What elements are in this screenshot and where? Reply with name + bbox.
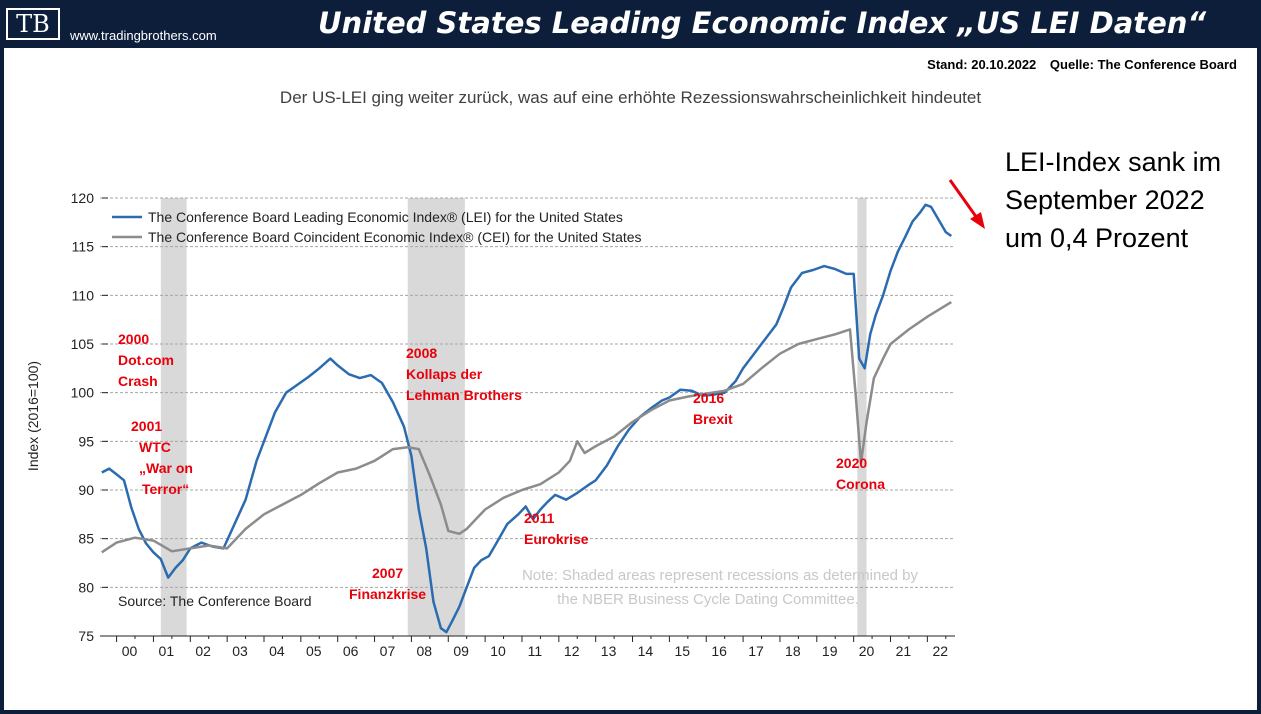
annotation-4-line-1: 2007 <box>372 565 403 581</box>
y-tick-label-120: 120 <box>71 190 95 206</box>
callout-line-2: September 2022 <box>1005 185 1205 215</box>
annotation-4: 2007 Finanzkrise <box>349 565 426 602</box>
chart-note-line-1: Note: Shaded areas represent recessions … <box>522 567 919 584</box>
callout-line-1: LEI-Index sank im <box>1005 147 1221 177</box>
annotation-2-line-4: Terror“ <box>142 481 189 497</box>
source-info: Quelle: The Conference Board <box>1049 57 1237 72</box>
annotation-6-line-1: 2016 <box>693 390 724 406</box>
annotation-7: 2020 Corona <box>836 455 885 492</box>
lei-series-line <box>101 203 953 634</box>
x-tick-label-03: 03 <box>232 643 248 659</box>
annotation-1-line-3: Crash <box>118 373 158 389</box>
x-tick-label-07: 07 <box>380 643 396 659</box>
recession-shading <box>160 198 867 636</box>
x-tick-label-22: 22 <box>932 643 948 659</box>
y-tick-label-95: 95 <box>78 433 94 449</box>
x-tick-label-04: 04 <box>269 643 285 659</box>
logo: TB <box>6 8 60 40</box>
x-tick-label-02: 02 <box>195 643 211 659</box>
annotation-2: 2001 WTC „War on Terror“ <box>131 418 193 497</box>
chart-legend: The Conference Board Leading Economic In… <box>112 209 642 245</box>
x-tick-label-11: 11 <box>528 643 543 659</box>
annotation-1-line-1: 2000 <box>118 331 149 347</box>
x-tick-label-16: 16 <box>711 643 727 659</box>
x-tick-label-15: 15 <box>674 643 690 659</box>
callout-arrow-head <box>970 212 985 229</box>
annotation-5: 2011 Eurokrise <box>524 510 589 547</box>
y-tick-label-85: 85 <box>78 531 94 547</box>
annotation-3-line-1: 2008 <box>406 345 437 361</box>
annotation-5-line-2: Eurokrise <box>524 531 589 547</box>
cei-series-line <box>101 301 952 554</box>
callout-line-3: um 0,4 Prozent <box>1005 223 1189 253</box>
callout-arrow <box>948 179 979 219</box>
annotation-2-line-2: WTC <box>139 439 171 455</box>
x-tick-label-06: 06 <box>343 643 359 659</box>
website-link[interactable]: www.tradingbrothers.com <box>70 28 217 43</box>
header-bar: TB www.tradingbrothers.com United States… <box>0 0 1261 48</box>
recession-band-1 <box>160 198 187 636</box>
y-tick-label-80: 80 <box>78 579 94 595</box>
stand-date: Stand: 20.10.2022 <box>927 57 1037 72</box>
annotation-7-line-1: 2020 <box>836 455 867 471</box>
x-tick-label-09: 09 <box>453 643 469 659</box>
annotation-7-line-2: Corona <box>836 476 885 492</box>
chart-source: Source: The Conference Board <box>118 593 312 609</box>
annotation-3-line-2: Kollaps der <box>406 366 483 382</box>
legend-entry-lei: The Conference Board Leading Economic In… <box>148 209 623 225</box>
x-tick-label-18: 18 <box>785 643 801 659</box>
legend-entry-cei: The Conference Board Coincident Economic… <box>148 229 642 245</box>
x-tick-label-10: 10 <box>490 643 506 659</box>
x-tick-label-19: 19 <box>822 643 838 659</box>
annotation-3-line-3: Lehman Brothers <box>406 387 522 403</box>
x-tick-label-13: 13 <box>601 643 617 659</box>
series-lines <box>101 203 953 634</box>
x-tick-label-00: 00 <box>122 643 138 659</box>
x-tick-label-21: 21 <box>896 643 912 659</box>
annotation-6: 2016 Brexit <box>693 390 733 427</box>
annotation-5-line-1: 2011 <box>524 510 555 526</box>
y-tick-label-75: 75 <box>78 628 94 644</box>
annotation-2-line-1: 2001 <box>131 418 162 434</box>
callout: LEI-Index sank im September 2022 um 0,4 … <box>948 147 1221 253</box>
x-tick-label-14: 14 <box>638 643 654 659</box>
x-tick-label-20: 20 <box>859 643 875 659</box>
gridlines <box>100 197 955 588</box>
chart-note-line-2: the NBER Business Cycle Dating Committee… <box>557 591 859 608</box>
annotation-3: 2008 Kollaps der Lehman Brothers <box>406 345 522 403</box>
x-tick-label-17: 17 <box>748 643 764 659</box>
y-tick-label-100: 100 <box>71 385 95 401</box>
x-tick-label-05: 05 <box>306 643 322 659</box>
x-tick-label-12: 12 <box>564 643 580 659</box>
annotation-2-line-3: „War on <box>139 460 193 476</box>
y-tick-label-115: 115 <box>72 239 95 255</box>
axis-ticks: 75 80 85 90 95 100 105 110 115 120 00 01 02 03 04 05 06 0… <box>71 190 949 659</box>
x-tick-label-01: 01 <box>159 643 175 659</box>
y-tick-label-105: 105 <box>71 336 95 352</box>
y-tick-label-110: 110 <box>72 287 95 303</box>
y-tick-label-90: 90 <box>78 482 94 498</box>
recession-band-3 <box>857 198 867 636</box>
x-tick-label-08: 08 <box>417 643 433 659</box>
recession-band-2 <box>407 198 465 636</box>
annotation-4-line-2: Finanzkrise <box>349 586 426 602</box>
annotation-1: 2000 Dot.com Crash <box>118 331 174 389</box>
meta-info: Stand: 20.10.2022 Quelle: The Conference… <box>917 57 1237 72</box>
chart-subtitle: Der US-LEI ging weiter zurück, was auf e… <box>279 88 982 107</box>
annotation-6-line-2: Brexit <box>693 411 733 427</box>
page-title: United States Leading Economic Index „US… <box>318 6 1207 40</box>
y-axis-label: Index (2016=100) <box>25 361 41 471</box>
annotation-1-line-2: Dot.com <box>118 352 174 368</box>
